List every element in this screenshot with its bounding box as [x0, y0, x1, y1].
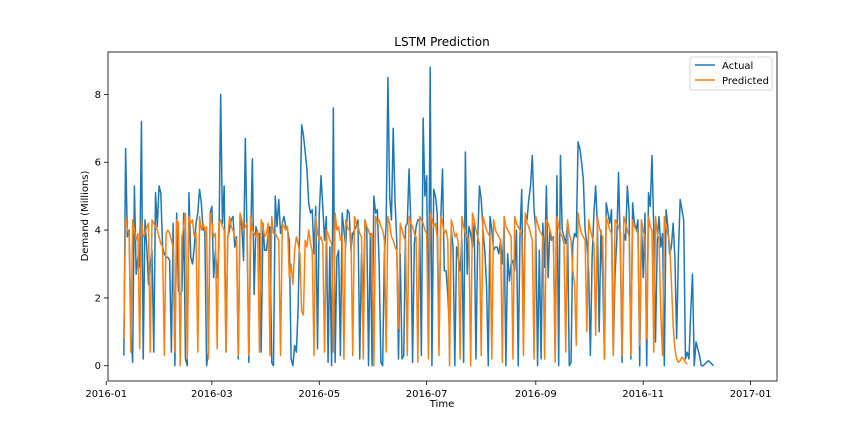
plot-area	[123, 66, 715, 367]
x-tick-label: 2017-01	[730, 389, 772, 400]
legend-label-predicted: Predicted	[722, 76, 769, 87]
y-tick-label: 0	[95, 361, 101, 372]
axes-frame	[107, 51, 778, 382]
y-tick-label: 8	[95, 90, 101, 101]
series-line-actual	[123, 66, 715, 367]
y-axis-title: Demand (Millions)	[80, 171, 91, 262]
series-line-predicted	[123, 212, 688, 367]
chart-title: LSTM Prediction	[394, 35, 489, 49]
x-axis: 2016-01 2016-03 2016-05 2016-07 2016-09 2016-…	[85, 381, 771, 400]
y-tick-label: 6	[95, 158, 101, 169]
x-tick-label: 2016-03	[191, 389, 233, 400]
x-tick-label: 2016-11	[622, 389, 664, 400]
series-lines	[123, 66, 715, 367]
x-tick-label: 2016-01	[85, 389, 127, 400]
legend-label-actual: Actual	[722, 61, 753, 72]
x-axis-title: Time	[429, 399, 454, 410]
y-tick-label: 4	[95, 226, 101, 237]
legend: Actual Predicted	[689, 56, 773, 91]
x-tick-label: 2016-07	[406, 389, 448, 400]
x-tick-label: 2016-09	[515, 389, 557, 400]
y-axis: 0 2 4 6 8	[95, 90, 108, 372]
x-tick-label: 2016-05	[298, 389, 340, 400]
y-tick-label: 2	[95, 293, 101, 304]
